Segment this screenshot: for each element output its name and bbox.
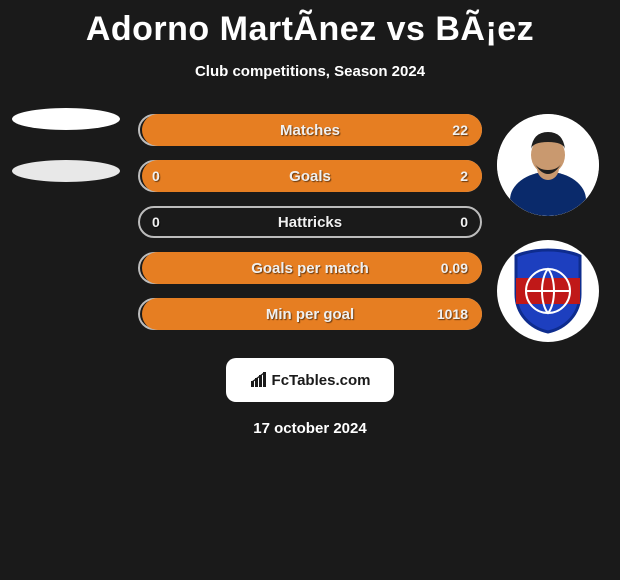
stat-row: 0 Hattricks 0: [138, 206, 482, 238]
stat-label: Matches: [280, 122, 340, 139]
avatar-svg: [497, 114, 599, 216]
stat-left-value: 0: [152, 168, 160, 184]
player-right-avatar: [497, 114, 599, 216]
player-left-placeholder-1: [12, 108, 120, 130]
page-title: Adorno MartÃ­nez vs BÃ¡ez: [86, 10, 534, 49]
stat-label: Min per goal: [266, 306, 354, 323]
comparison-card: Adorno MartÃ­nez vs BÃ¡ez Club competiti…: [0, 0, 620, 437]
stat-right-value: 0.09: [441, 260, 468, 276]
crest-svg: [510, 248, 586, 334]
player-left-placeholder-2: [12, 160, 120, 182]
stat-row: Goals per match 0.09: [138, 252, 482, 284]
stat-row: Matches 22: [138, 114, 482, 146]
date-text: 17 october 2024: [253, 420, 366, 437]
stat-right-value: 2: [460, 168, 468, 184]
stats-wrap: Matches 22 0 Goals 2 0 Hattricks 0 Goals…: [0, 114, 620, 330]
stat-right-value: 22: [452, 122, 468, 138]
stat-label: Goals per match: [251, 260, 369, 277]
player-right-club-crest: [497, 240, 599, 342]
player-right-column: [496, 114, 600, 342]
stat-row: 0 Goals 2: [138, 160, 482, 192]
stat-right-value: 0: [460, 214, 468, 230]
stat-label: Goals: [289, 168, 331, 185]
player-left-column: [6, 108, 126, 212]
subtitle: Club competitions, Season 2024: [195, 63, 425, 80]
brand-badge[interactable]: FcTables.com: [226, 358, 394, 402]
chart-icon: [250, 372, 268, 388]
stat-right-value: 1018: [437, 306, 468, 322]
stat-label: Hattricks: [278, 214, 342, 231]
stat-left-value: 0: [152, 214, 160, 230]
brand-text: FcTables.com: [272, 372, 371, 389]
stat-row: Min per goal 1018: [138, 298, 482, 330]
stat-rows: Matches 22 0 Goals 2 0 Hattricks 0 Goals…: [138, 114, 482, 330]
